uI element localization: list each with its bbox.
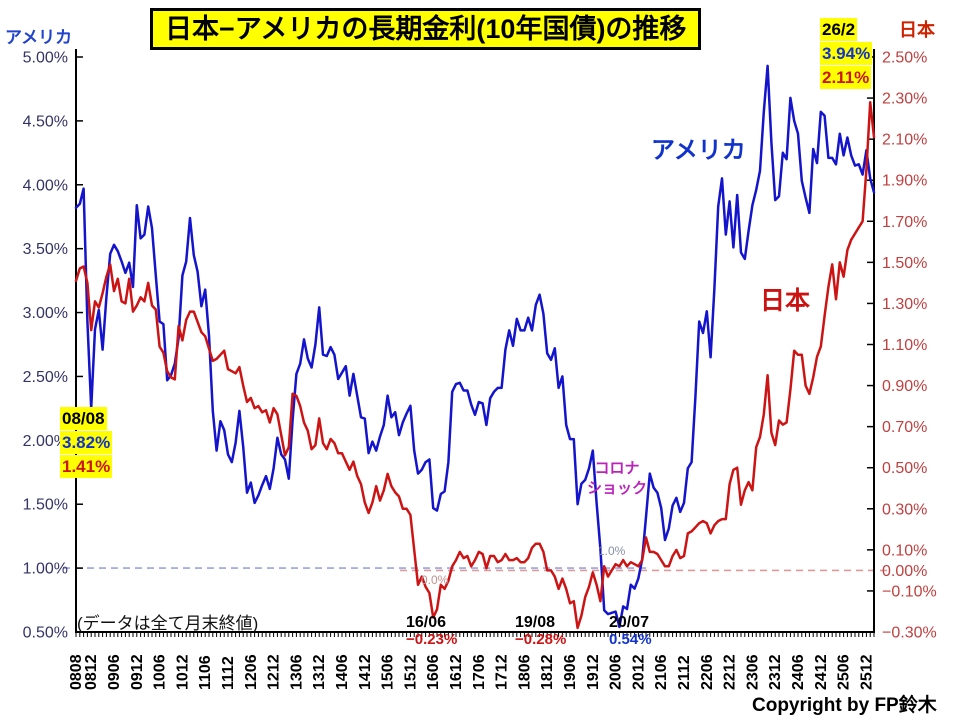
x-axis-tick-label: 1612 [448, 654, 465, 690]
x-axis-tick-label: 1306 [288, 654, 305, 690]
right-axis-tick-label: 0.00% [882, 563, 927, 580]
left-axis-tick-label: 3.50% [23, 241, 68, 258]
x-axis-tick-label: 1506 [380, 654, 397, 690]
right-axis-title: 日本 [899, 20, 935, 40]
corona-shock-line2: ショック [586, 480, 647, 497]
x-axis-tick-label: 1712 [494, 654, 511, 690]
x-axis-tick-label: 1912 [585, 654, 602, 690]
series-line-us [74, 64, 876, 629]
left-axis-tick-label: 0.50% [23, 625, 68, 642]
x-axis-tick-label: 2112 [676, 655, 693, 690]
left-axis-tick-label: 2.50% [23, 369, 68, 386]
corona-shock-annotation: コロナ ショック [585, 459, 649, 499]
jp-low-2019-annotation: 19/08 −0.28% [515, 614, 566, 648]
right-axis-tick-label: 0.10% [882, 542, 927, 559]
x-axis-tick-label: 2512 [858, 654, 875, 690]
x-axis-tick-label: 1012 [174, 654, 191, 690]
right-axis-tick-label: 1.50% [882, 255, 927, 272]
right-axis-tick-label: −0.10% [882, 583, 937, 600]
x-axis-tick-label: 1906 [562, 654, 579, 690]
left-axis-tick-label: 5.00% [23, 50, 68, 67]
jp-ref-line-label: 0.0% [421, 573, 449, 587]
x-axis-tick-label: 1112 [220, 656, 237, 690]
x-axis-tick-label: 1106 [197, 655, 214, 690]
right-axis-tick-label: 0.50% [882, 460, 927, 477]
left-axis-tick-label: 3.00% [23, 305, 68, 322]
start-annotation-jp-value: 1.41% [60, 455, 113, 478]
series-line-jp [74, 100, 876, 630]
right-axis-tick-label: 0.70% [882, 419, 927, 436]
left-axis-tick-label: 2.00% [23, 433, 68, 450]
copyright-text: Copyright by FP鈴木 [752, 695, 937, 716]
x-axis-tick-label: 2206 [699, 654, 716, 690]
corona-shock-line1: コロナ [594, 460, 640, 477]
jp-low-2019-date: 19/08 [515, 614, 556, 631]
right-axis-tick-label: −0.30% [882, 625, 937, 642]
x-axis-tick-label: 2506 [836, 654, 853, 690]
x-axis-tick-label: 1412 [357, 654, 374, 690]
x-axis-tick-label: 2106 [653, 654, 670, 690]
left-axis-tick-label: 1.00% [23, 561, 68, 578]
x-axis-tick-label: 0808 [68, 654, 85, 690]
x-axis-tick-label: 2006 [608, 654, 625, 690]
us-series-label: アメリカ [651, 137, 746, 164]
x-axis-tick-label: 1512 [402, 654, 419, 690]
start-annotation-date: 08/08 [60, 407, 107, 430]
right-axis-tick-label: 2.30% [882, 91, 927, 108]
end-annotation-us-value: 3.94% [820, 42, 873, 65]
end-annotation: 26/2 3.94% 2.11% [820, 18, 873, 90]
left-axis-title: アメリカ [5, 28, 73, 47]
x-axis-tick-label: 2012 [630, 654, 647, 690]
right-axis-tick-label: 1.90% [882, 173, 927, 190]
x-axis-tick-label: 1206 [243, 654, 260, 690]
jp-low-2019-value: −0.28% [515, 631, 567, 648]
start-annotation-us-value: 3.82% [60, 431, 113, 454]
us-low-2020-annotation: 20/07 0.54% [609, 614, 652, 648]
right-axis-tick-label: 0.30% [882, 501, 927, 518]
x-axis-tick-label: 2412 [813, 654, 830, 690]
x-axis-tick-label: 2212 [722, 654, 739, 690]
start-annotation: 08/08 3.82% 1.41% [60, 407, 113, 479]
x-axis-tick-label: 2306 [744, 654, 761, 690]
jp-series-label: 日本 [760, 287, 811, 315]
jp-low-2016-annotation: 16/06 −0.23% [406, 614, 457, 648]
right-axis-tick-label: 1.30% [882, 296, 927, 313]
right-axis-tick-label: 2.50% [882, 50, 927, 67]
left-axis-tick-label: 1.50% [23, 497, 68, 514]
us-low-2020-date: 20/07 [609, 614, 650, 631]
x-axis-tick-label: 0906 [106, 654, 123, 690]
x-axis-tick-label: 1212 [266, 654, 283, 690]
x-axis-tick-label: 1406 [334, 654, 351, 690]
us-low-2020-value: 0.54% [609, 631, 652, 648]
right-axis-tick-label: 1.70% [882, 214, 927, 231]
x-axis-tick-label: 1806 [516, 654, 533, 690]
right-axis-tick-label: 1.10% [882, 337, 927, 354]
right-axis-tick-label: 2.10% [882, 132, 927, 149]
x-axis-tick-label: 1006 [152, 654, 169, 690]
left-axis-tick-label: 4.00% [23, 177, 68, 194]
us-ref-line-label: 1.0% [598, 544, 626, 558]
left-axis-tick-label: 4.50% [23, 113, 68, 130]
x-axis-tick-label: 1312 [311, 654, 328, 690]
right-axis-tick-label: 0.90% [882, 378, 927, 395]
end-annotation-jp-value: 2.11% [820, 66, 872, 89]
end-annotation-date: 26/2 [820, 18, 858, 41]
data-footnote: (データは全て月末終値) [77, 614, 259, 633]
x-axis-tick-label: 1606 [425, 654, 442, 690]
x-axis-tick-label: 1812 [539, 654, 556, 690]
x-axis-tick-label: 2406 [790, 654, 807, 690]
chart-title: 日本−アメリカの長期金利(10年国債)の推移 [150, 8, 702, 50]
x-axis-tick-label: 0812 [83, 654, 100, 690]
jp-low-2016-date: 16/06 [406, 614, 447, 631]
x-axis-tick-label: 1706 [471, 654, 488, 690]
jp-low-2016-value: −0.23% [406, 631, 458, 648]
x-axis-tick-label: 0912 [129, 654, 146, 690]
x-axis-tick-label: 2312 [767, 654, 784, 690]
